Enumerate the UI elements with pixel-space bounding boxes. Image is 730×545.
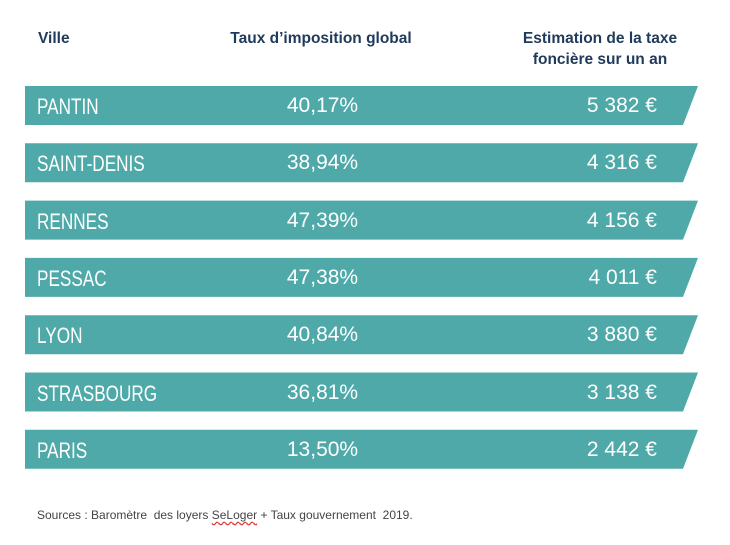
tax-cell: 3 138 € bbox=[586, 380, 657, 404]
row-band bbox=[25, 143, 698, 183]
source-note: Sources : Baromètre des loyers SeLoger +… bbox=[37, 508, 413, 522]
rate-cell: 47,39% bbox=[286, 208, 359, 232]
table-row: PARIS 13,50% 2 442 € bbox=[0, 430, 730, 469]
source-text: Sources : Baromètre des loyers bbox=[37, 508, 212, 522]
city-cell: SAINT-DENIS bbox=[37, 151, 145, 177]
source-text: + Taux gouvernement 2019. bbox=[257, 508, 413, 522]
column-header: Estimation de la taxe foncière sur un an bbox=[522, 30, 678, 68]
row-band bbox=[25, 315, 698, 355]
rate-cell: 47,38% bbox=[286, 265, 359, 289]
table-row: PESSAC 47,38% 4 011 € bbox=[0, 258, 730, 297]
row-band bbox=[25, 429, 698, 469]
city-cell: PARIS bbox=[37, 437, 88, 463]
city-cell: STRASBOURG bbox=[37, 380, 158, 406]
city-cell: LYON bbox=[37, 323, 83, 349]
tax-cell: 4 011 € bbox=[588, 265, 657, 289]
column-header: Taux d’imposition global bbox=[230, 30, 412, 47]
table-row: LYON 40,84% 3 880 € bbox=[0, 315, 730, 354]
rate-cell: 13,50% bbox=[286, 437, 359, 461]
table-row: SAINT-DENIS 38,94% 4 316 € bbox=[0, 143, 730, 182]
row-band bbox=[25, 372, 698, 412]
city-cell: PANTIN bbox=[37, 94, 99, 119]
row-band bbox=[25, 86, 698, 125]
table-row: PANTIN 40,17% 5 382 € bbox=[0, 86, 730, 125]
table-row: STRASBOURG 36,81% 3 138 € bbox=[0, 373, 730, 412]
rate-cell: 40,17% bbox=[286, 94, 359, 117]
tax-cell: 4 156 € bbox=[586, 208, 657, 232]
tax-cell: 2 442 € bbox=[586, 437, 657, 461]
source-brand: SeLoger bbox=[211, 508, 258, 522]
city-cell: PESSAC bbox=[37, 265, 107, 291]
row-band bbox=[25, 257, 698, 297]
table-row: RENNES 47,39% 4 156 € bbox=[0, 201, 730, 240]
city-cell: RENNES bbox=[37, 208, 109, 234]
rate-cell: 36,81% bbox=[286, 380, 359, 404]
tax-cell: 4 316 € bbox=[586, 151, 657, 175]
rate-cell: 38,94% bbox=[286, 151, 359, 175]
tax-cell: 3 880 € bbox=[586, 323, 657, 347]
tax-cell: 5 382 € bbox=[586, 94, 657, 117]
rate-cell: 40,84% bbox=[286, 323, 359, 347]
row-band bbox=[25, 200, 698, 240]
column-header: Ville bbox=[38, 30, 70, 47]
